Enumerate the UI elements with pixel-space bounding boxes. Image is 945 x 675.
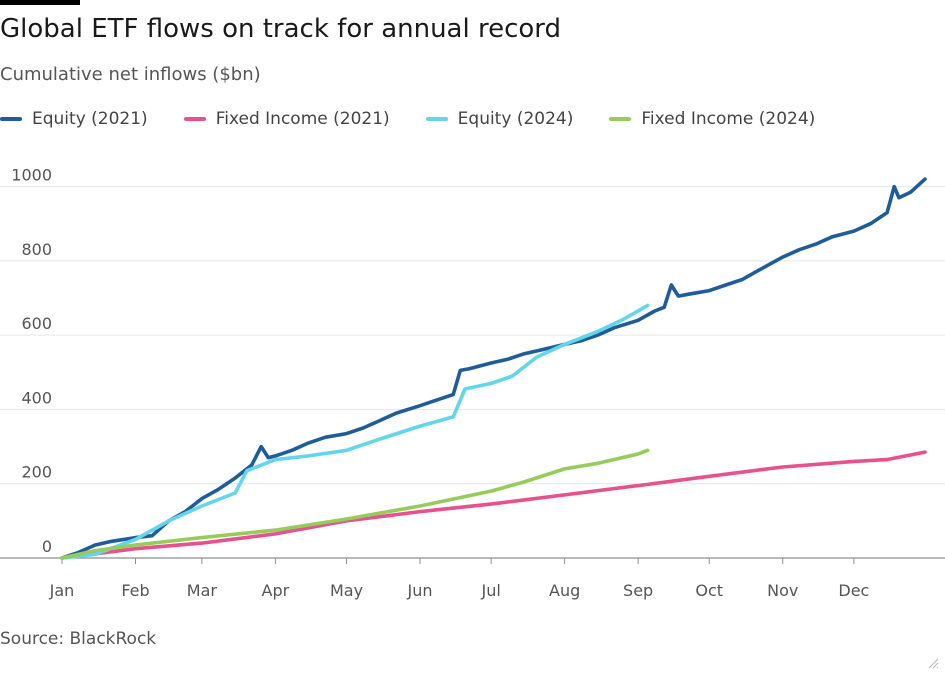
- x-tick-label: Jun: [407, 581, 433, 600]
- series-line-1: [60, 450, 927, 560]
- y-axis-ticks: 0 200 400 600 800 1000: [11, 166, 52, 556]
- y-tick-label: 800: [21, 240, 52, 259]
- gridlines: [0, 186, 945, 559]
- y-tick-label: 600: [21, 314, 52, 333]
- chart-legend: Equity (2021) Fixed Income (2021) Equity (…: [0, 106, 851, 132]
- x-tick-label: Jan: [49, 581, 75, 600]
- legend-swatch: [425, 117, 448, 121]
- legend-item: Equity (2021): [0, 109, 148, 129]
- y-tick-label: 400: [21, 388, 52, 407]
- y-tick-label: 1000: [11, 166, 52, 185]
- legend-swatch: [609, 117, 632, 121]
- y-tick-label: 0: [42, 537, 52, 556]
- resize-handle-icon: [928, 658, 939, 669]
- x-axis-ticks: Jan Feb Mar Apr May Jun Jul Aug Sep Oct Nov Dec: [49, 558, 869, 600]
- source-note: Source: BlackRock: [0, 629, 157, 649]
- x-tick-label: Mar: [187, 581, 218, 600]
- y-tick-label: 200: [21, 463, 52, 482]
- x-tick-label: Apr: [262, 581, 290, 600]
- legend-item: Fixed Income (2021): [183, 109, 390, 129]
- legend-label: Equity (2024): [457, 109, 574, 129]
- x-tick-label: May: [330, 581, 363, 600]
- series-lines: [60, 177, 927, 560]
- x-tick-label: Dec: [838, 581, 869, 600]
- x-tick-label: Aug: [549, 581, 580, 600]
- legend-label: Equity (2021): [32, 109, 148, 129]
- legend-swatch: [0, 117, 22, 121]
- x-tick-label: Oct: [695, 581, 723, 600]
- series-line-0: [60, 177, 927, 560]
- x-tick-label: Nov: [767, 581, 798, 600]
- legend-item: Fixed Income (2024): [609, 109, 815, 129]
- chart-subtitle: Cumulative net inflows ($bn): [0, 64, 261, 85]
- x-tick-label: Feb: [121, 581, 149, 600]
- series-line-2: [60, 303, 650, 560]
- x-tick-label: Jul: [480, 581, 500, 600]
- legend-label: Fixed Income (2024): [641, 109, 816, 129]
- series-line-3: [60, 448, 650, 560]
- x-tick-label: Sep: [623, 581, 653, 600]
- chart-title: Global ETF flows on track for annual rec…: [0, 14, 562, 44]
- legend-swatch: [183, 117, 206, 121]
- brand-bar: [0, 0, 80, 5]
- legend-label: Fixed Income (2021): [215, 109, 390, 129]
- legend-item: Equity (2024): [425, 109, 574, 129]
